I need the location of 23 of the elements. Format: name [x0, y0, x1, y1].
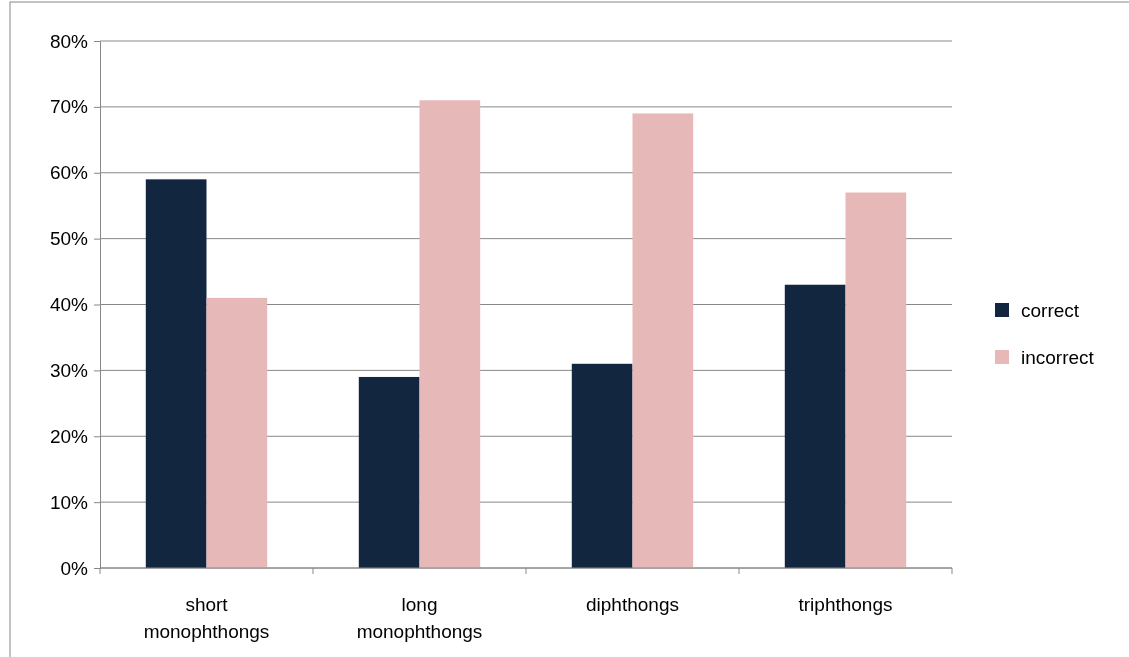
y-tick-label: 50%	[49, 228, 89, 250]
x-tick-label: triphthongs	[798, 594, 893, 615]
bar	[419, 100, 481, 568]
bar	[845, 192, 907, 568]
x-tick-label: short monophthongs	[143, 594, 270, 642]
y-tick-label: 10%	[49, 491, 89, 513]
y-tick-label: 20%	[49, 425, 89, 447]
bar	[145, 179, 207, 568]
y-tick-label: 60%	[49, 162, 89, 184]
bar	[358, 376, 420, 568]
y-tick-label: 0%	[60, 557, 89, 579]
y-tick-label: 40%	[49, 294, 89, 316]
bar	[632, 113, 694, 568]
legend-label: correct	[1021, 300, 1080, 321]
x-tick-label: long monophthongs	[356, 594, 483, 642]
bar	[571, 363, 633, 568]
y-tick-label: 80%	[49, 30, 89, 52]
legend-label: incorrect	[1021, 347, 1095, 368]
x-tick-label: diphthongs	[586, 594, 679, 615]
y-tick-label: 70%	[49, 96, 89, 118]
bar	[784, 284, 846, 568]
bar	[206, 297, 268, 568]
y-tick-label: 30%	[49, 359, 89, 381]
